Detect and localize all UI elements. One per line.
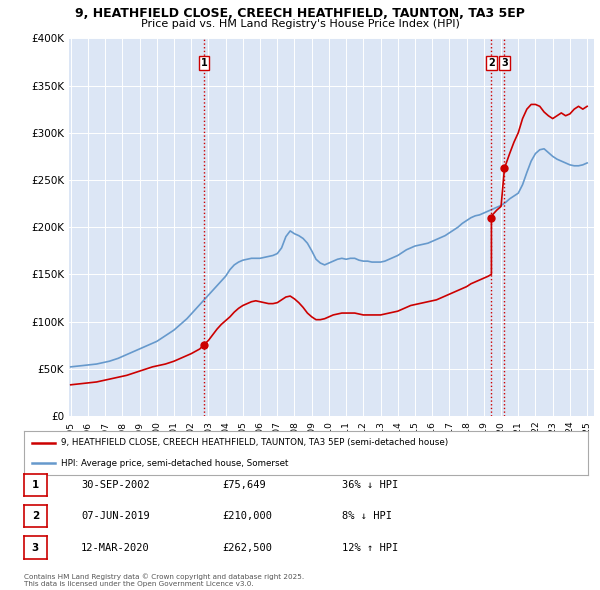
Text: 2: 2 [488, 58, 495, 68]
Text: 12% ↑ HPI: 12% ↑ HPI [342, 543, 398, 552]
Text: 07-JUN-2019: 07-JUN-2019 [81, 512, 150, 521]
Text: Price paid vs. HM Land Registry's House Price Index (HPI): Price paid vs. HM Land Registry's House … [140, 19, 460, 30]
Text: 9, HEATHFIELD CLOSE, CREECH HEATHFIELD, TAUNTON, TA3 5EP (semi-detached house): 9, HEATHFIELD CLOSE, CREECH HEATHFIELD, … [61, 438, 448, 447]
Text: 12-MAR-2020: 12-MAR-2020 [81, 543, 150, 552]
Text: 9, HEATHFIELD CLOSE, CREECH HEATHFIELD, TAUNTON, TA3 5EP: 9, HEATHFIELD CLOSE, CREECH HEATHFIELD, … [75, 7, 525, 20]
Text: HPI: Average price, semi-detached house, Somerset: HPI: Average price, semi-detached house,… [61, 458, 288, 467]
Text: Contains HM Land Registry data © Crown copyright and database right 2025.
This d: Contains HM Land Registry data © Crown c… [24, 573, 304, 587]
Text: 3: 3 [501, 58, 508, 68]
Text: £262,500: £262,500 [222, 543, 272, 552]
Text: 3: 3 [32, 543, 39, 552]
Text: 30-SEP-2002: 30-SEP-2002 [81, 480, 150, 490]
Text: 8% ↓ HPI: 8% ↓ HPI [342, 512, 392, 521]
Text: 1: 1 [32, 480, 39, 490]
Text: £210,000: £210,000 [222, 512, 272, 521]
Text: £75,649: £75,649 [222, 480, 266, 490]
Text: 36% ↓ HPI: 36% ↓ HPI [342, 480, 398, 490]
Text: 2: 2 [32, 512, 39, 521]
Text: 1: 1 [201, 58, 208, 68]
